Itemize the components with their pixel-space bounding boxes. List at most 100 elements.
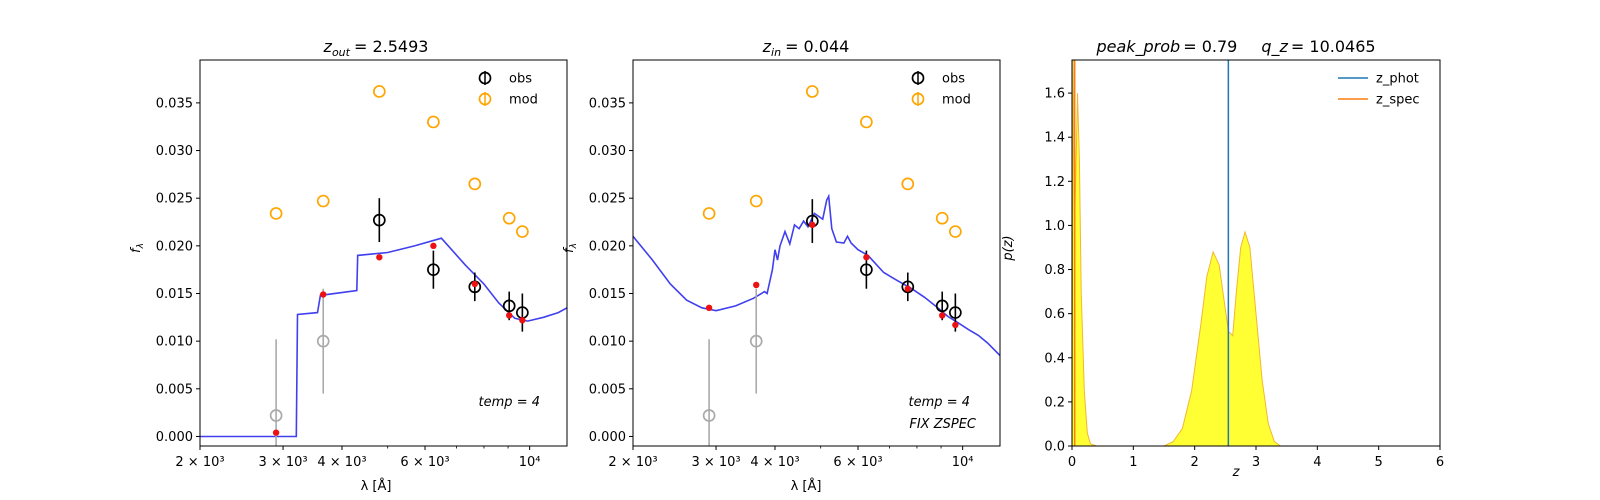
y-tick-label: 0.2 [1044, 395, 1065, 410]
mod-point [502, 211, 516, 225]
y-tick-label: 0.030 [156, 144, 193, 159]
x-tick-label: 3 × 10³ [258, 455, 307, 470]
panel-title: zout = 2.5493 [323, 37, 429, 59]
model-flux-point [705, 304, 713, 312]
y-tick-label: 0.035 [589, 96, 626, 111]
mod-point [372, 85, 386, 98]
y-tick-label: 0.025 [156, 192, 193, 207]
x-tick-label: 0 [1068, 455, 1076, 470]
legend-label: mod [509, 93, 538, 108]
model-flux-point [376, 254, 383, 261]
x-tick-label: 6 [1436, 455, 1444, 470]
x-tick-label: 4 × 10³ [750, 455, 799, 470]
y-tick-label: 0.010 [589, 335, 626, 350]
pz-fill [1072, 60, 1379, 446]
x-tick-label: 2 × 10³ [175, 455, 224, 470]
x-tick-label: 6 × 10³ [400, 455, 449, 470]
legend-swatch-marker [911, 92, 925, 106]
template-annotation: temp = 4 [909, 395, 970, 410]
mod-point [901, 177, 915, 191]
model-flux-point [753, 281, 760, 289]
legend-swatch-marker [911, 71, 925, 85]
obs-point [372, 213, 386, 227]
y-tick-label: 0.015 [589, 287, 626, 302]
x-tick-label: 10⁴ [952, 455, 974, 470]
plot-area [1072, 60, 1379, 446]
y-tick-label: 1.2 [1044, 175, 1065, 190]
panel-zin: zin = 0.044 fλ λ [Å] temp = 4 FIX ZSPEC 0… [562, 37, 1001, 494]
obs-point [427, 263, 440, 277]
y-tick-label: 0.005 [589, 382, 626, 397]
model-flux-point [506, 312, 513, 319]
model-flux-point [904, 285, 911, 292]
y-tick-label: 0.8 [1044, 263, 1065, 278]
y-tick-label: 0.015 [156, 287, 193, 302]
x-tick-label: 10⁴ [519, 455, 541, 470]
legend-label: z_spec [1376, 93, 1420, 108]
mod-point [269, 207, 283, 220]
y-tick-label: 0.020 [589, 239, 626, 254]
mod-point [860, 115, 873, 129]
y-axis-label: fλ [129, 243, 146, 253]
x-axis-label: λ [Å] [791, 478, 822, 494]
template-annotation: temp = 4 [479, 395, 540, 410]
x-tick-label: 6 × 10³ [833, 455, 882, 470]
obs-point [502, 299, 516, 313]
obs-point [702, 409, 716, 422]
mod-point [805, 85, 819, 98]
model-flux-point [320, 291, 327, 298]
axes-frame [632, 59, 1001, 447]
model-flux-point [430, 242, 437, 250]
obs-point [935, 299, 949, 313]
mod-point [949, 225, 962, 238]
y-tick-label: 0.000 [589, 430, 626, 445]
plot-area [633, 85, 1000, 446]
y-tick-label: 1.0 [1044, 219, 1065, 234]
y-tick-label: 1.6 [1044, 87, 1065, 102]
panel-zout: zout = 2.5493 fλ λ [Å] temp = 4 0.000 0.00… [129, 37, 568, 494]
x-tick-label: 1 [1129, 455, 1137, 470]
x-tick-label: 5 [1375, 455, 1383, 470]
y-tick-label: 1.4 [1044, 131, 1065, 146]
y-tick-label: 0.035 [156, 96, 193, 111]
panel-pz: peak_prob = 0.79 q_z = 10.0465 p(z) z 0.0 0.… [1001, 37, 1444, 480]
obs-point [749, 334, 763, 348]
legend-label: z_phot [1376, 72, 1419, 87]
panel-title: zin = 0.044 [762, 37, 850, 59]
y-axis-label: fλ [562, 243, 579, 253]
x-tick-label: 4 [1313, 455, 1321, 470]
model-flux-point [952, 321, 959, 329]
sed-curve [633, 193, 1000, 357]
y-tick-label: 0.030 [589, 144, 626, 159]
y-axis-label: p(z) [1001, 235, 1016, 261]
legend-swatch-marker [478, 92, 492, 106]
mod-point [516, 225, 529, 238]
x-tick-label: 3 × 10³ [691, 455, 740, 470]
obs-point [901, 280, 915, 294]
model-flux-point [272, 429, 280, 436]
y-tick-label: 0.4 [1044, 351, 1065, 366]
y-tick-label: 0.005 [156, 382, 193, 397]
sed-curve [200, 237, 567, 438]
axes-frame [199, 59, 568, 447]
model-flux-point [939, 312, 946, 319]
obs-point [269, 409, 283, 422]
obs-point [860, 263, 873, 277]
fix-zspec-annotation: FIX ZSPEC [909, 417, 977, 432]
panel-title: peak_prob = 0.79 q_z = 10.0465 [1095, 37, 1375, 57]
mod-point [749, 194, 763, 208]
model-flux-point [863, 254, 870, 261]
x-tick-label: 3 [1252, 455, 1260, 470]
mod-point [427, 115, 440, 129]
y-tick-label: 0.000 [156, 430, 193, 445]
x-tick-label: 4 × 10³ [317, 455, 366, 470]
obs-point [316, 334, 330, 348]
obs-point [949, 306, 962, 319]
y-tick-label: 0.0 [1044, 440, 1065, 455]
legend-label: obs [942, 72, 965, 87]
mod-point [702, 207, 716, 220]
mod-point [468, 177, 482, 191]
y-tick-label: 0.010 [156, 335, 193, 350]
plot-area [200, 85, 567, 446]
